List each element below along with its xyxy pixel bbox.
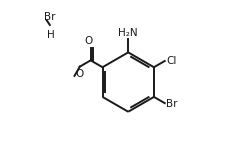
Text: H₂N: H₂N — [117, 28, 137, 38]
Text: Br: Br — [44, 12, 55, 22]
Text: Br: Br — [165, 99, 177, 109]
Text: H: H — [47, 30, 54, 40]
Text: Cl: Cl — [165, 55, 176, 66]
Text: O: O — [84, 36, 92, 46]
Text: O: O — [75, 69, 83, 79]
